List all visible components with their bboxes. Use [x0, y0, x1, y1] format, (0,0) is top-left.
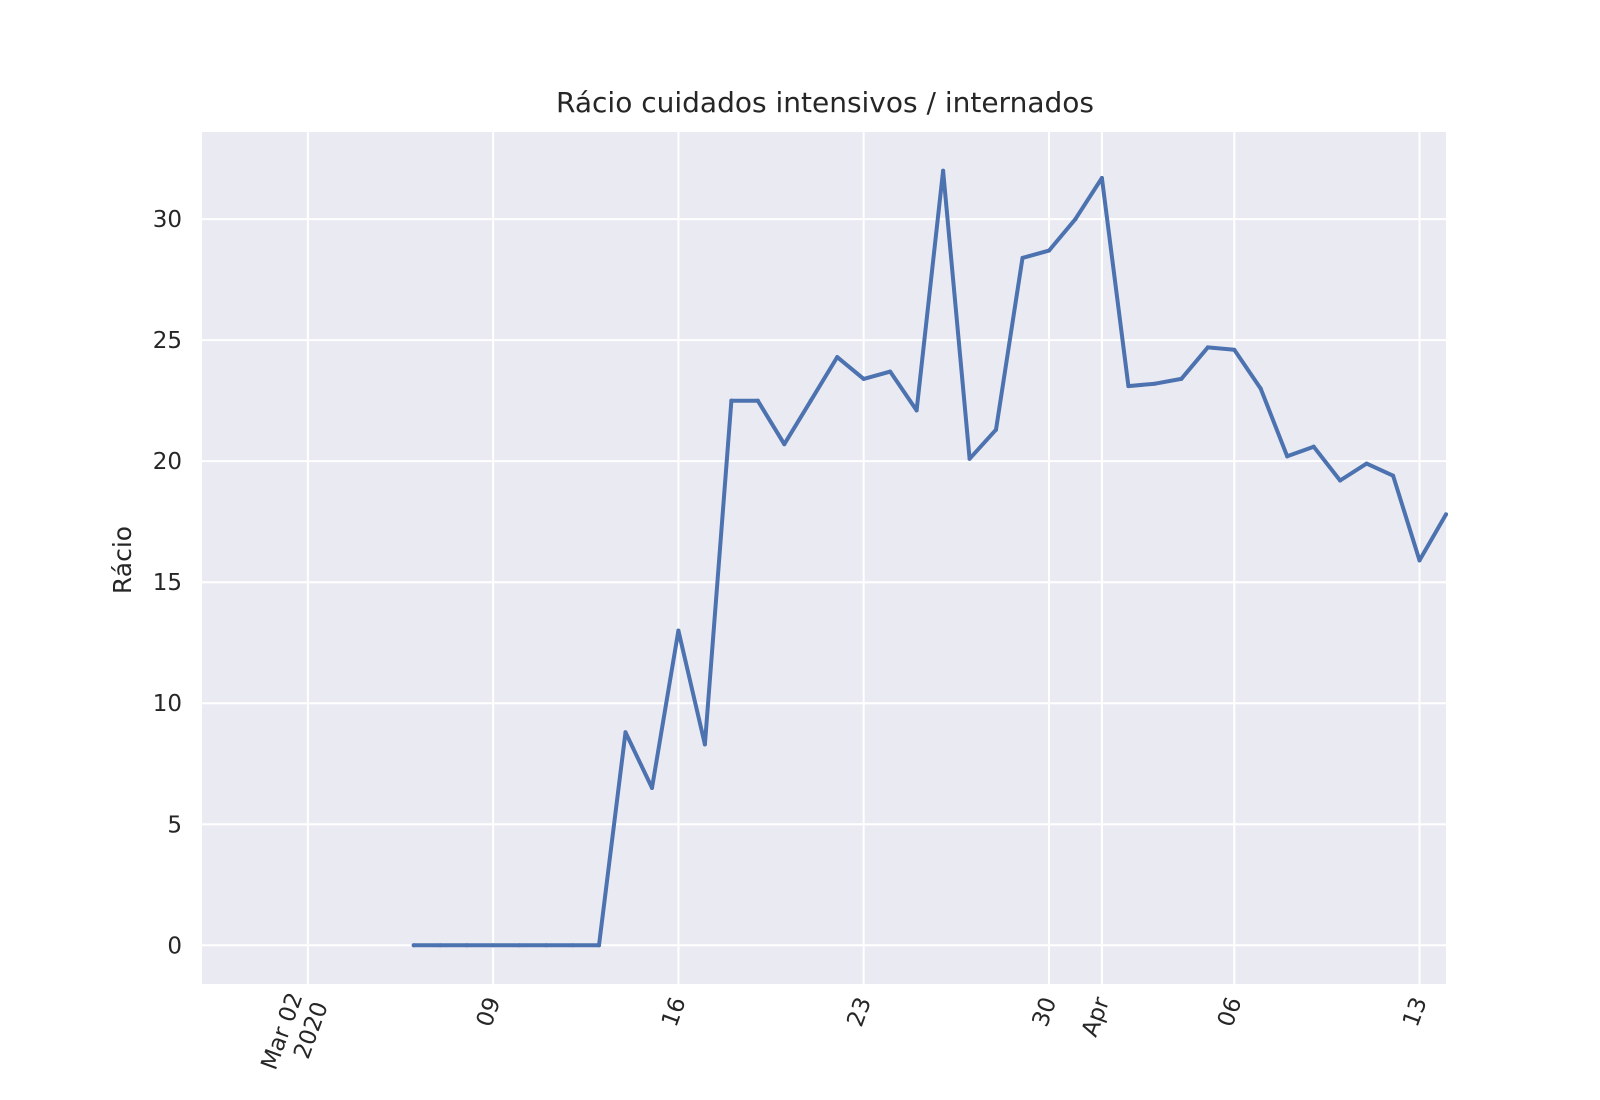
- data-point: [888, 369, 893, 374]
- data-point: [1073, 217, 1078, 222]
- data-point: [1020, 255, 1025, 260]
- data-point: [517, 943, 522, 948]
- x-tick-label: Apr: [1077, 993, 1115, 1040]
- data-point: [1311, 444, 1316, 449]
- y-tick-label: 15: [153, 570, 182, 596]
- data-point: [676, 628, 681, 633]
- y-tick-label: 25: [153, 328, 182, 354]
- data-point: [702, 742, 707, 747]
- grid-lines: [202, 132, 1446, 984]
- y-tick-label: 0: [167, 933, 182, 959]
- data-point: [1338, 478, 1343, 483]
- chart-title: Rácio cuidados intensivos / internados: [556, 86, 1094, 119]
- y-tick-label: 5: [167, 812, 182, 838]
- x-tick-label: 06: [1213, 994, 1247, 1030]
- data-point: [729, 398, 734, 403]
- x-tick-label: 16: [657, 994, 691, 1030]
- data-point: [1391, 473, 1396, 478]
- plot-area: [202, 132, 1446, 984]
- data-point: [1152, 381, 1157, 386]
- data-point: [438, 943, 443, 948]
- data-point: [1232, 347, 1237, 352]
- data-point: [782, 442, 787, 447]
- y-tick-label: 30: [153, 207, 182, 233]
- data-point: [967, 456, 972, 461]
- data-point: [623, 730, 628, 735]
- data-point: [1364, 461, 1369, 466]
- data-point: [835, 355, 840, 360]
- data-point: [1099, 175, 1104, 180]
- y-tick-labels: 0 5 10 15 20 25 30: [153, 207, 182, 959]
- data-point: [1205, 345, 1210, 350]
- x-tick-label: 30: [1028, 994, 1062, 1030]
- data-point: [411, 943, 416, 948]
- data-point: [491, 943, 496, 948]
- x-tick-label: Mar 022020: [257, 989, 334, 1082]
- x-tick-label: 23: [842, 994, 876, 1030]
- data-point: [941, 168, 946, 173]
- data-point: [464, 943, 469, 948]
- x-tick-label: 09: [472, 994, 506, 1030]
- data-points: [411, 168, 1448, 948]
- data-point: [755, 398, 760, 403]
- data-point: [1179, 376, 1184, 381]
- y-tick-label: 10: [153, 691, 182, 717]
- data-point: [1285, 454, 1290, 459]
- y-axis-label: Rácio: [108, 526, 137, 594]
- series-line: [411, 168, 1448, 948]
- data-point: [570, 943, 575, 948]
- data-point: [1046, 248, 1051, 253]
- data-point: [649, 785, 654, 790]
- data-point: [544, 943, 549, 948]
- x-tick-label: 13: [1398, 994, 1432, 1030]
- x-tick-labels: Mar 022020 09 16 23 30 Apr 06 13: [257, 989, 1433, 1082]
- data-point: [597, 943, 602, 948]
- data-point: [1417, 558, 1422, 563]
- data-point: [914, 408, 919, 413]
- data-point: [1126, 384, 1131, 389]
- y-tick-label: 20: [153, 449, 182, 475]
- data-point: [1444, 512, 1448, 517]
- data-point: [994, 427, 999, 432]
- data-point: [861, 376, 866, 381]
- data-point: [1258, 386, 1263, 391]
- data-point: [808, 398, 813, 403]
